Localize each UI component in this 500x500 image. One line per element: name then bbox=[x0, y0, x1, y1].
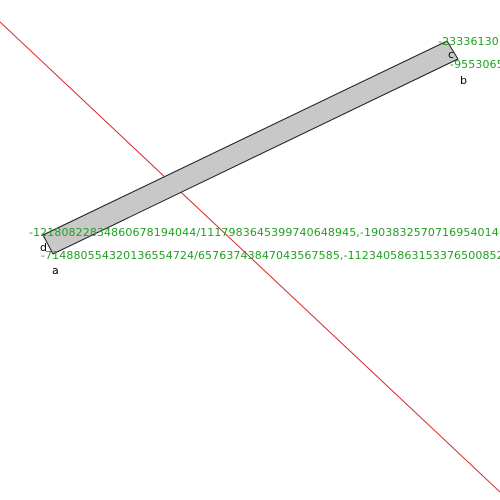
coord-label-lower-left-2: -714880554320136554724/65763743847043567… bbox=[41, 249, 500, 262]
coord-label-upper-right-1: -23336130 bbox=[438, 35, 499, 48]
coord-label-upper-right-2: -9553065 bbox=[450, 58, 500, 71]
gray-rectangle bbox=[42, 40, 459, 255]
red-diagonal-line bbox=[0, 21, 500, 493]
point-label-c: c bbox=[448, 48, 454, 61]
point-label-d: d bbox=[40, 241, 47, 254]
point-label-a: a bbox=[52, 264, 59, 277]
point-label-b: b bbox=[460, 74, 467, 87]
coord-label-lower-left-1: -12180822834860678194044/111798364539974… bbox=[29, 226, 499, 239]
